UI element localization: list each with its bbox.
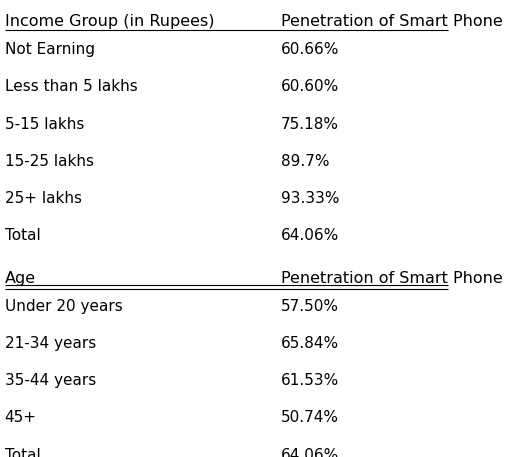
Text: Under 20 years: Under 20 years	[5, 298, 122, 314]
Text: 15-25 lakhs: 15-25 lakhs	[5, 154, 94, 169]
Text: Less than 5 lakhs: Less than 5 lakhs	[5, 80, 137, 94]
Text: 25+ lakhs: 25+ lakhs	[5, 191, 81, 206]
Text: 93.33%: 93.33%	[281, 191, 339, 206]
Text: Age: Age	[5, 271, 35, 286]
Text: 50.74%: 50.74%	[281, 410, 339, 425]
Text: 65.84%: 65.84%	[281, 336, 339, 351]
Text: Penetration of Smart Phone: Penetration of Smart Phone	[281, 14, 502, 29]
Text: 75.18%: 75.18%	[281, 117, 339, 132]
Text: Not Earning: Not Earning	[5, 42, 94, 57]
Text: 21-34 years: 21-34 years	[5, 336, 96, 351]
Text: 45+: 45+	[5, 410, 36, 425]
Text: Total: Total	[5, 228, 40, 244]
Text: 61.53%: 61.53%	[281, 373, 339, 388]
Text: 89.7%: 89.7%	[281, 154, 329, 169]
Text: 64.06%: 64.06%	[281, 448, 339, 457]
Text: 57.50%: 57.50%	[281, 298, 339, 314]
Text: 60.60%: 60.60%	[281, 80, 339, 94]
Text: Penetration of Smart Phone: Penetration of Smart Phone	[281, 271, 502, 286]
Text: Total: Total	[5, 448, 40, 457]
Text: 35-44 years: 35-44 years	[5, 373, 96, 388]
Text: Income Group (in Rupees): Income Group (in Rupees)	[5, 14, 214, 29]
Text: 64.06%: 64.06%	[281, 228, 339, 244]
Text: 60.66%: 60.66%	[281, 42, 339, 57]
Text: 5-15 lakhs: 5-15 lakhs	[5, 117, 84, 132]
